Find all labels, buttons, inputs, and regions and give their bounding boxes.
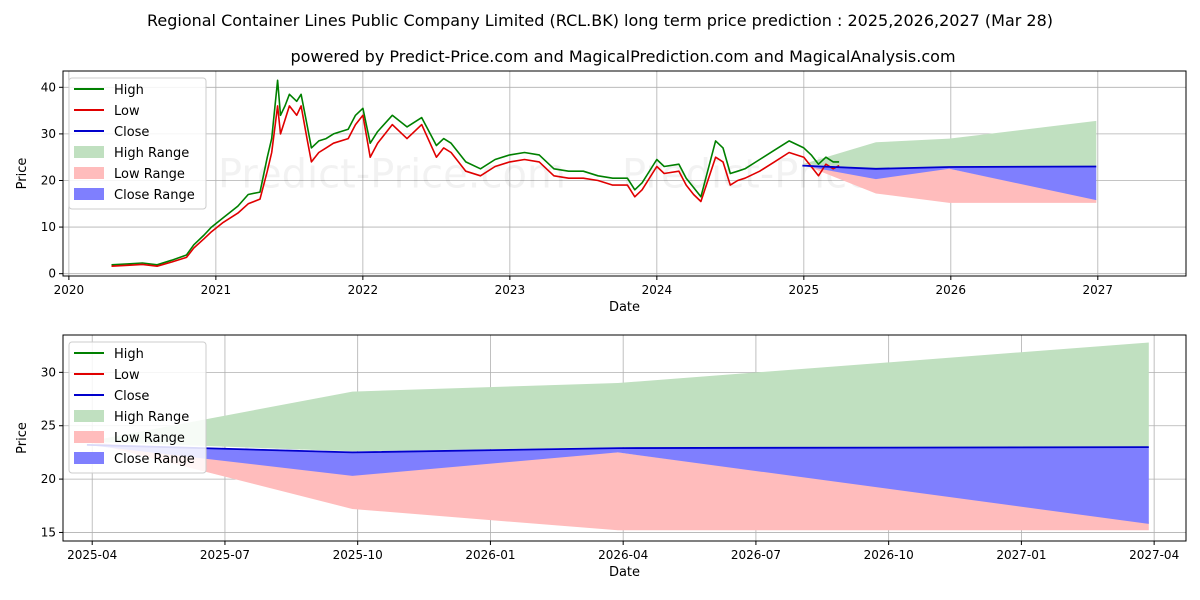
legend-label: Close Range [114,188,195,203]
y-tick-label: 0 [48,267,56,281]
y-axis-label: Price [15,422,30,454]
x-tick-label: 2027 [1083,283,1114,297]
x-tick-label: 2021 [201,283,232,297]
legend-label: Low Range [114,431,185,446]
low-range-band [802,164,1097,203]
legend-label: High [114,83,144,98]
legend-swatch-patch [74,146,104,158]
legend-label: Low [114,368,140,383]
y-tick-label: 30 [41,127,56,141]
x-tick-label: 2026-10 [864,548,914,562]
legend: High Low Close High Range Low Range Close Ran… [68,341,207,474]
legend-label: Close [114,125,149,140]
legend-label: Close Range [114,452,195,467]
x-tick-label: 2025 [789,283,820,297]
legend-swatch-patch [74,431,104,443]
legend-label: Close [114,389,149,404]
chart-subtitle: powered by Predict-Price.com and Magical… [290,47,955,66]
x-tick-label: 2025-10 [333,548,383,562]
legend-label: Low Range [114,167,185,182]
y-tick-label: 20 [41,173,56,187]
y-axis-label: Price [15,158,30,190]
y-tick-label: 10 [41,220,56,234]
legend-label: High Range [114,146,189,161]
legend-swatch-patch [74,188,104,200]
low-range-band [86,441,1149,531]
close-range-band [802,165,1097,201]
legend-swatch-patch [74,167,104,179]
plot-frame [62,70,1187,277]
y-tick-label: 40 [41,80,56,94]
x-tick-label: 2027-01 [996,548,1046,562]
forecast-detail-chart: Predict-Price.comPredict-Price.com2025-0… [15,334,1187,580]
legend: High Low Close High Range Low Range Close Ran… [68,77,207,210]
close-forecast-line [86,444,1149,454]
legend-label: Low [114,104,140,119]
x-axis-label: Date [609,300,640,315]
high-range-band [86,342,1149,452]
x-tick-label: 2025-07 [200,548,250,562]
x-tick-label: 2026-01 [465,548,515,562]
close-forecast-line [802,164,1097,170]
x-tick-label: 2026 [936,283,967,297]
y-tick-label: 30 [41,365,56,379]
x-axis-label: Date [609,565,640,580]
legend-swatch-patch [74,452,104,464]
plot-area [111,79,1097,267]
x-tick-label: 2022 [348,283,379,297]
y-tick-label: 25 [41,419,56,433]
x-tick-label: 2025-04 [67,548,117,562]
x-tick-label: 2026-04 [598,548,648,562]
chart-title: Regional Container Lines Public Company … [147,11,1053,30]
x-tick-label: 2027-04 [1129,548,1179,562]
close-range-band [86,444,1149,524]
high-price-line [111,79,840,266]
y-tick-label: 20 [41,472,56,486]
legend-label: High [114,347,144,362]
plot-frame [62,334,1187,542]
plot-area [86,342,1149,531]
x-tick-label: 2024 [642,283,673,297]
legend-swatch-patch [74,410,104,422]
x-tick-label: 2026-07 [731,548,781,562]
low-price-line [111,105,840,267]
x-tick-label: 2020 [54,283,85,297]
y-tick-label: 15 [41,525,56,539]
x-tick-label: 2023 [495,283,526,297]
high-range-band [802,120,1097,169]
watermark-text: Predict-Price.com [218,152,566,198]
legend-label: High Range [114,410,189,425]
